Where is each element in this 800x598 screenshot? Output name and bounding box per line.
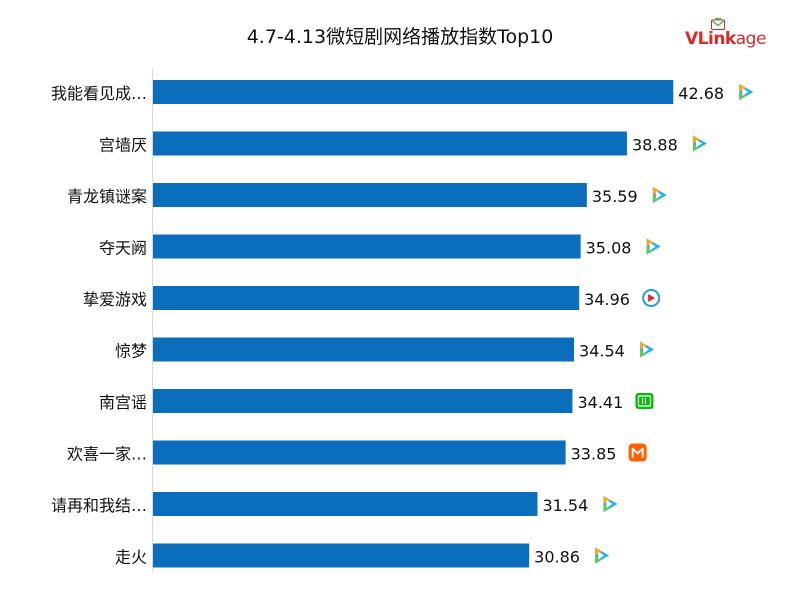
tencent-video-icon (595, 547, 610, 564)
category-label: 惊梦 (115, 342, 147, 361)
logo-text: VLinkage (685, 29, 766, 49)
logo-text-bold: VLink (685, 29, 736, 49)
value-label: 42.68 (678, 84, 724, 103)
value-label: 35.59 (592, 187, 638, 206)
chart-title: 4.7-4.13微短剧网络播放指数Top10 (246, 26, 554, 48)
iqiyi-icon (635, 393, 654, 409)
value-label: 35.08 (586, 239, 632, 258)
value-label: 30.86 (534, 548, 580, 567)
value-label: 34.41 (577, 393, 623, 412)
logo-text-light: age (735, 29, 767, 49)
labels-layer: 我能看见成… 42.68 宫墙厌 38.88 青龙镇谜案 35.59 夺天阙 35.08 挚爱游… (51, 84, 724, 567)
value-label: 31.54 (542, 496, 588, 515)
tencent-video-icon (692, 135, 707, 152)
bars-layer (153, 80, 674, 568)
bar (153, 337, 575, 362)
category-label: 南宫谣 (99, 393, 147, 412)
category-label: 请再和我结… (51, 496, 147, 515)
bar (153, 286, 580, 310)
bar (153, 183, 587, 207)
category-label: 宫墙厌 (99, 136, 147, 155)
bar (153, 543, 530, 568)
vlinkage-logo: VLinkage (685, 18, 766, 54)
tencent-video-icon (646, 238, 661, 255)
bar (153, 389, 573, 413)
category-label: 挚爱游戏 (83, 290, 147, 309)
mgtv-icon (628, 443, 647, 462)
category-label: 我能看见成… (51, 84, 147, 103)
youku-icon (642, 289, 661, 307)
value-label: 34.54 (579, 342, 625, 361)
value-label: 33.85 (571, 445, 617, 464)
tencent-video-icon (640, 341, 655, 358)
bar (153, 80, 674, 104)
tencent-video-icon (652, 187, 667, 203)
bar (153, 131, 627, 156)
bar (153, 440, 566, 465)
tencent-video-icon (739, 84, 754, 100)
logo-badge-icon (711, 18, 725, 30)
category-label: 青龙镇谜案 (67, 187, 147, 206)
value-label: 34.96 (584, 290, 630, 309)
tencent-video-icon (603, 496, 618, 512)
value-label: 38.88 (632, 136, 678, 155)
category-label: 走火 (115, 548, 147, 567)
bar (153, 234, 581, 259)
category-label: 夺天阙 (99, 239, 147, 258)
category-label: 欢喜一家… (67, 445, 147, 464)
icons-layer (595, 84, 754, 564)
bar (153, 492, 538, 516)
